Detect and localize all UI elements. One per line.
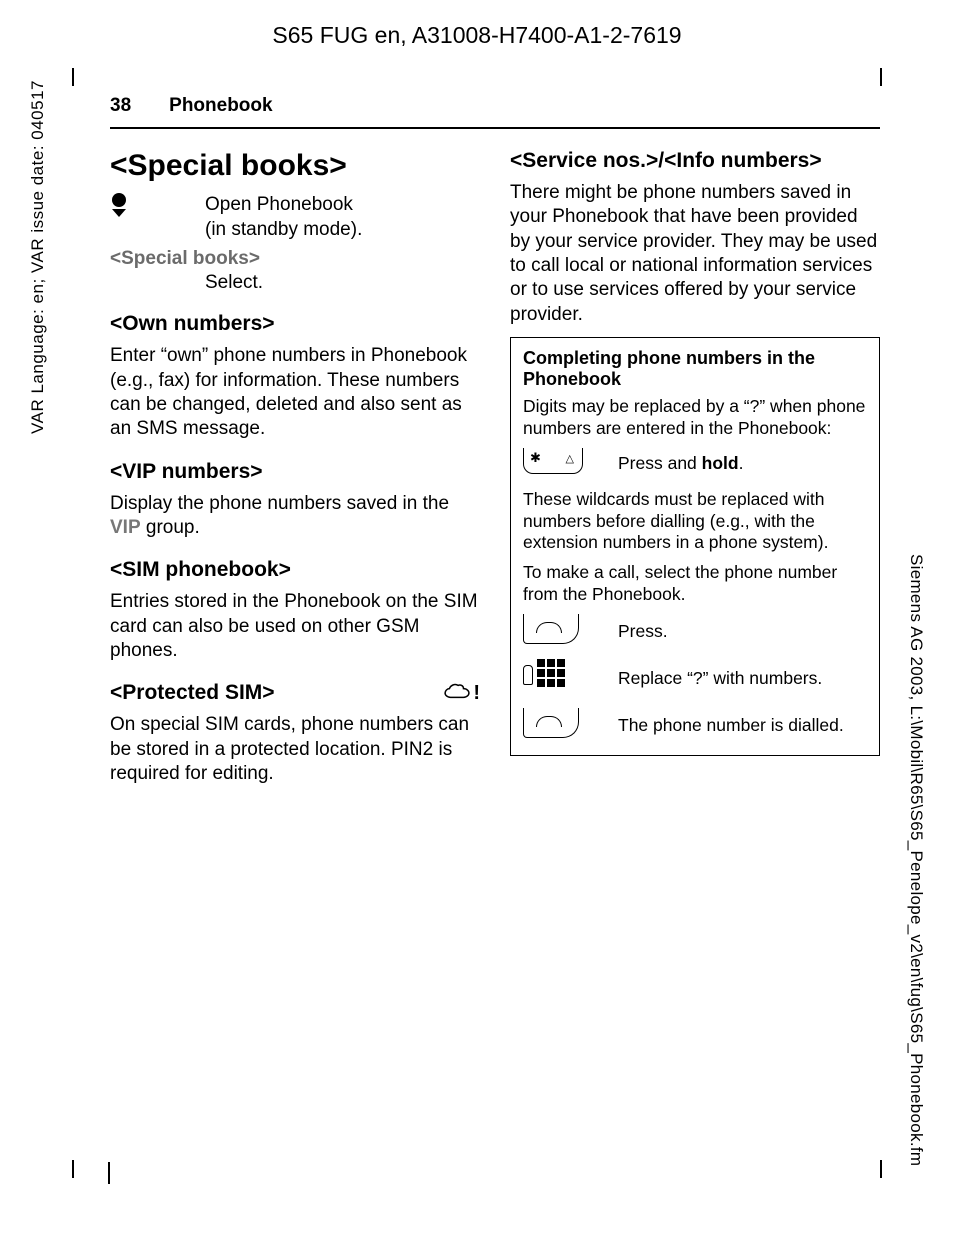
nav-down-icon: [110, 193, 205, 242]
row-dialled: The phone number is dialled.: [523, 708, 867, 743]
box-p2: These wildcards must be replaced with nu…: [523, 489, 867, 555]
heading-special-books: <Special books>: [110, 149, 480, 183]
margin-note-right: Siemens AG 2003, L:\Mobil\R65\S65_Penelo…: [906, 554, 926, 1166]
step-text-line2: (in standby mode).: [205, 219, 362, 240]
section-title: Phonebook: [169, 95, 272, 117]
protected-sim-desc: On special SIM cards, phone numbers can …: [110, 713, 480, 786]
keypad-icon: [523, 659, 618, 698]
info-box-completing-numbers: Completing phone numbers in the Phoneboo…: [510, 337, 880, 756]
step-select-special-books: <Special books> Select.: [110, 248, 480, 294]
heading-vip-numbers: <VIP numbers>: [110, 460, 480, 484]
call-key-icon: [523, 614, 618, 649]
row-press: Press.: [523, 614, 867, 649]
running-header: 38 Phonebook: [110, 95, 880, 129]
service-numbers-desc: There might be phone numbers saved in yo…: [510, 181, 880, 327]
sim-phonebook-desc: Entries stored in the Phonebook on the S…: [110, 590, 480, 663]
vip-numbers-desc: Display the phone numbers saved in the V…: [110, 492, 480, 541]
margin-note-left: VAR Language: en; VAR issue date: 040517: [28, 80, 48, 434]
row-replace: Replace “?” with numbers.: [523, 659, 867, 698]
heading-own-numbers: <Own numbers>: [110, 312, 480, 336]
heading-sim-phonebook: <SIM phonebook>: [110, 558, 480, 582]
box-p3: To make a call, select the phone number …: [523, 562, 867, 606]
heading-service-numbers: <Service nos.>/<Info numbers>: [510, 149, 880, 173]
page-number: 38: [110, 95, 131, 117]
call-key-icon: [523, 708, 618, 743]
menu-item-label: <Special books>: [110, 248, 480, 270]
left-column: <Special books> Open Phonebook (in stand…: [110, 149, 480, 792]
vip-word: VIP: [110, 517, 141, 538]
hold-word: hold: [702, 453, 739, 473]
step-text-line1: Open Phonebook: [205, 194, 353, 215]
step-action: Select.: [205, 272, 480, 294]
provider-dependent-icon: !: [444, 682, 480, 705]
step-open-phonebook: Open Phonebook (in standby mode).: [110, 193, 480, 242]
star-key-icon: [523, 448, 618, 479]
document-id-header: S65 FUG en, A31008-H7400-A1-2-7619: [0, 22, 954, 49]
page-content: 38 Phonebook <Special books> Open Phoneb…: [110, 95, 880, 792]
box-title: Completing phone numbers in the Phoneboo…: [523, 348, 867, 390]
box-p1: Digits may be replaced by a “?” when pho…: [523, 396, 867, 440]
row-press-hold: Press and hold.: [523, 448, 867, 479]
heading-protected-sim: <Protected SIM> !: [110, 681, 480, 705]
own-numbers-desc: Enter “own” phone numbers in Phonebook (…: [110, 344, 480, 441]
right-column: <Service nos.>/<Info numbers> There migh…: [510, 149, 880, 792]
